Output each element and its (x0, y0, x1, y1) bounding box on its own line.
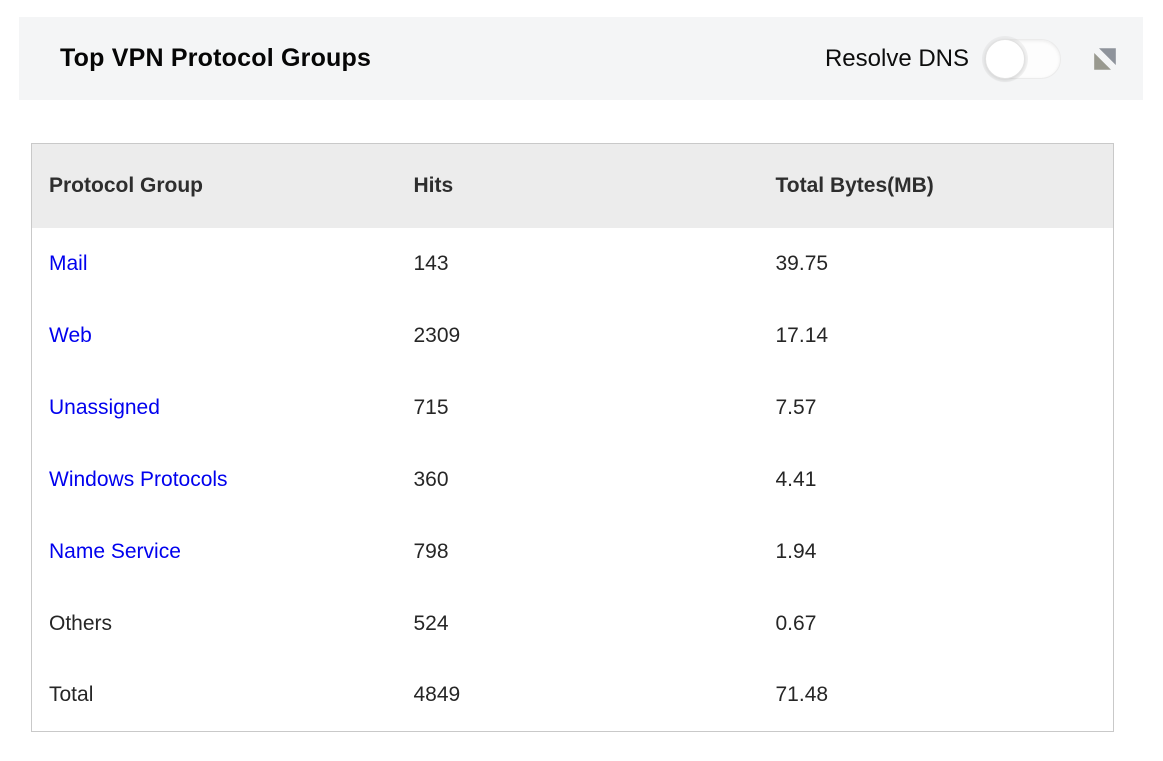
bytes-value: 7.57 (775, 395, 817, 419)
page-title: Top VPN Protocol Groups (60, 44, 372, 72)
protocol-label-others: Others (49, 611, 113, 635)
hits-value: 715 (413, 395, 449, 419)
resolve-dns-label: Resolve DNS (824, 44, 969, 72)
total-bytes-value: 71.48 (775, 683, 829, 707)
expand-diagonal-icon (1094, 47, 1116, 70)
toggle-knob[interactable] (985, 38, 1025, 79)
protocol-link-mail[interactable]: Mail (49, 251, 88, 275)
bytes-value: 17.14 (775, 323, 829, 347)
protocol-link-name-service[interactable]: Name Service (49, 539, 181, 563)
column-header-total-bytes: Total Bytes(MB) (758, 143, 1114, 228)
protocol-link-unassigned[interactable]: Unassigned (49, 395, 160, 419)
hits-value: 360 (413, 467, 449, 491)
resolve-dns-toggle[interactable] (985, 38, 1061, 79)
bytes-value: 1.94 (775, 539, 817, 563)
table-header-row: Protocol Group Hits Total Bytes(MB) (31, 143, 1114, 228)
table-total-row: Total 4849 71.48 (32, 660, 1114, 732)
widget-header: Top VPN Protocol Groups Resolve DNS (19, 17, 1143, 100)
header-controls: Resolve DNS (824, 38, 1117, 79)
hits-value: 524 (413, 611, 449, 635)
total-label: Total (49, 683, 94, 707)
table-row: Web 2309 17.14 (32, 300, 1114, 372)
table-row: Unassigned 715 7.57 (32, 372, 1114, 444)
total-hits-value: 4849 (413, 683, 461, 707)
bytes-value: 39.75 (775, 251, 829, 275)
bytes-value: 0.67 (775, 611, 817, 635)
column-header-protocol-group: Protocol Group (31, 143, 397, 228)
hits-value: 798 (413, 539, 449, 563)
protocol-link-windows-protocols[interactable]: Windows Protocols (49, 467, 228, 491)
column-header-hits: Hits (396, 143, 759, 228)
hits-value: 2309 (413, 323, 461, 347)
table-row: Name Service 798 1.94 (32, 516, 1114, 588)
table-row: Others 524 0.67 (32, 588, 1114, 660)
protocol-link-web[interactable]: Web (49, 323, 92, 347)
hits-value: 143 (413, 251, 449, 275)
bytes-value: 4.41 (775, 467, 817, 491)
table-row: Windows Protocols 360 4.41 (32, 444, 1114, 516)
table-row: Mail 143 39.75 (32, 228, 1114, 300)
protocol-group-table: Protocol Group Hits Total Bytes(MB) Mail… (31, 143, 1114, 732)
expand-widget-icon[interactable] (1093, 47, 1117, 71)
